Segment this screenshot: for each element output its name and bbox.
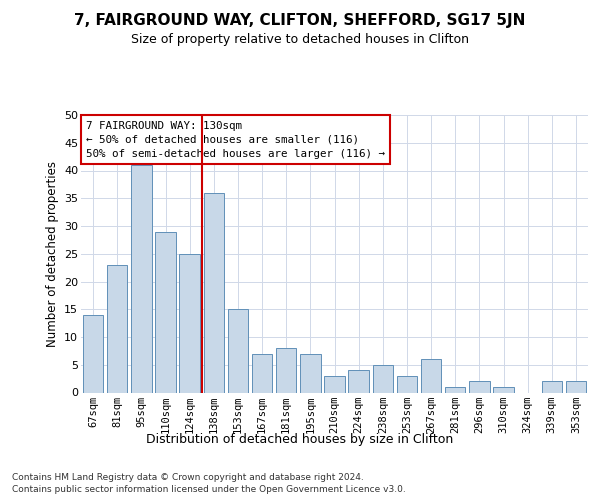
- Text: 7 FAIRGROUND WAY: 130sqm
← 50% of detached houses are smaller (116)
50% of semi-: 7 FAIRGROUND WAY: 130sqm ← 50% of detach…: [86, 120, 385, 158]
- Bar: [324, 376, 345, 392]
- Bar: [469, 382, 490, 392]
- Bar: [493, 387, 514, 392]
- Text: Contains HM Land Registry data © Crown copyright and database right 2024.: Contains HM Land Registry data © Crown c…: [12, 472, 364, 482]
- Bar: [445, 387, 466, 392]
- Text: Distribution of detached houses by size in Clifton: Distribution of detached houses by size …: [146, 432, 454, 446]
- Bar: [421, 359, 442, 392]
- Bar: [373, 365, 393, 392]
- Bar: [542, 382, 562, 392]
- Bar: [252, 354, 272, 393]
- Bar: [566, 382, 586, 392]
- Text: Size of property relative to detached houses in Clifton: Size of property relative to detached ho…: [131, 32, 469, 46]
- Bar: [227, 309, 248, 392]
- Bar: [276, 348, 296, 393]
- Bar: [131, 165, 152, 392]
- Bar: [107, 265, 127, 392]
- Bar: [179, 254, 200, 392]
- Bar: [203, 192, 224, 392]
- Bar: [349, 370, 369, 392]
- Text: Contains public sector information licensed under the Open Government Licence v3: Contains public sector information licen…: [12, 485, 406, 494]
- Bar: [300, 354, 320, 393]
- Bar: [155, 232, 176, 392]
- Bar: [83, 315, 103, 392]
- Bar: [397, 376, 417, 392]
- Y-axis label: Number of detached properties: Number of detached properties: [46, 161, 59, 347]
- Text: 7, FAIRGROUND WAY, CLIFTON, SHEFFORD, SG17 5JN: 7, FAIRGROUND WAY, CLIFTON, SHEFFORD, SG…: [74, 12, 526, 28]
